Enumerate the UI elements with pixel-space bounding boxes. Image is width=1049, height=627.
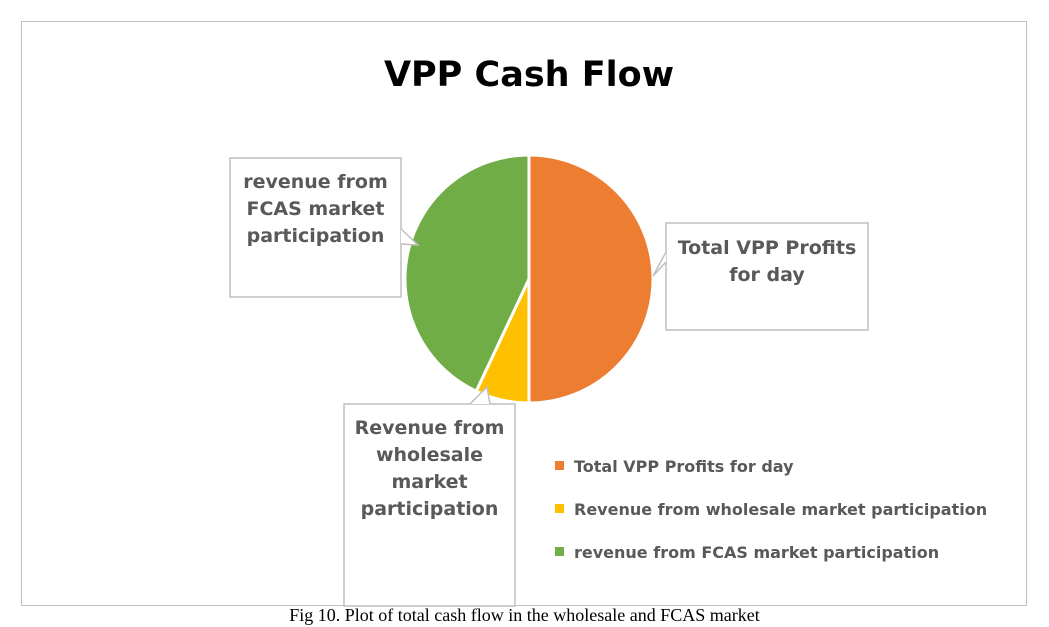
data-label-text: revenue from xyxy=(243,171,388,193)
data-label-text: for day xyxy=(729,264,805,286)
data-label-revenue-from-wholesale-market-participation: Revenue from wholesale market participation xyxy=(343,385,516,607)
legend-swatch xyxy=(555,547,564,556)
data-label-text: FCAS market xyxy=(246,198,384,220)
pie-slices xyxy=(403,153,655,405)
legend-label: Total VPP Profits for day xyxy=(574,457,794,476)
data-label-box xyxy=(343,403,516,607)
data-label-text: wholesale xyxy=(376,444,483,466)
pie-slice-revenue-from-fcas-market-participation xyxy=(403,153,531,394)
pie-slice-total-vpp-profits-for-day xyxy=(527,153,655,405)
legend: Total VPP Profits for day Revenue from wh… xyxy=(555,457,987,562)
legend-label: revenue from FCAS market participation xyxy=(574,543,939,562)
data-label-pointer xyxy=(469,385,491,405)
legend-swatch xyxy=(555,504,564,513)
data-label-total-vpp-profits-for-day: Total VPP Profits for day xyxy=(652,222,869,331)
data-label-pointer xyxy=(652,251,667,277)
data-label-box xyxy=(229,157,402,298)
figure-caption: Fig 10. Plot of total cash flow in the w… xyxy=(289,605,760,625)
data-label-text: Total VPP Profits xyxy=(678,237,857,259)
legend-item-revenue-from-fcas-market-participation: revenue from FCAS market participation xyxy=(555,543,939,562)
data-label-box xyxy=(665,222,869,331)
legend-swatch xyxy=(555,461,564,470)
data-label-text: participation xyxy=(247,225,385,247)
chart-title: VPP Cash Flow xyxy=(384,55,674,95)
data-label-revenue-from-fcas-market-participation: revenue from FCAS market participation xyxy=(229,157,421,298)
legend-label: Revenue from wholesale market participat… xyxy=(574,500,987,519)
data-label-text: Revenue from xyxy=(355,417,505,439)
data-label-callouts: Total VPP Profits for day Revenue from whol… xyxy=(229,157,869,607)
legend-item-total-vpp-profits-for-day: Total VPP Profits for day xyxy=(555,457,794,476)
data-label-text: market xyxy=(391,471,467,493)
data-label-pointer xyxy=(400,228,421,246)
legend-item-revenue-from-wholesale-market-participation: Revenue from wholesale market participat… xyxy=(555,500,987,519)
data-label-text: participation xyxy=(361,498,499,520)
